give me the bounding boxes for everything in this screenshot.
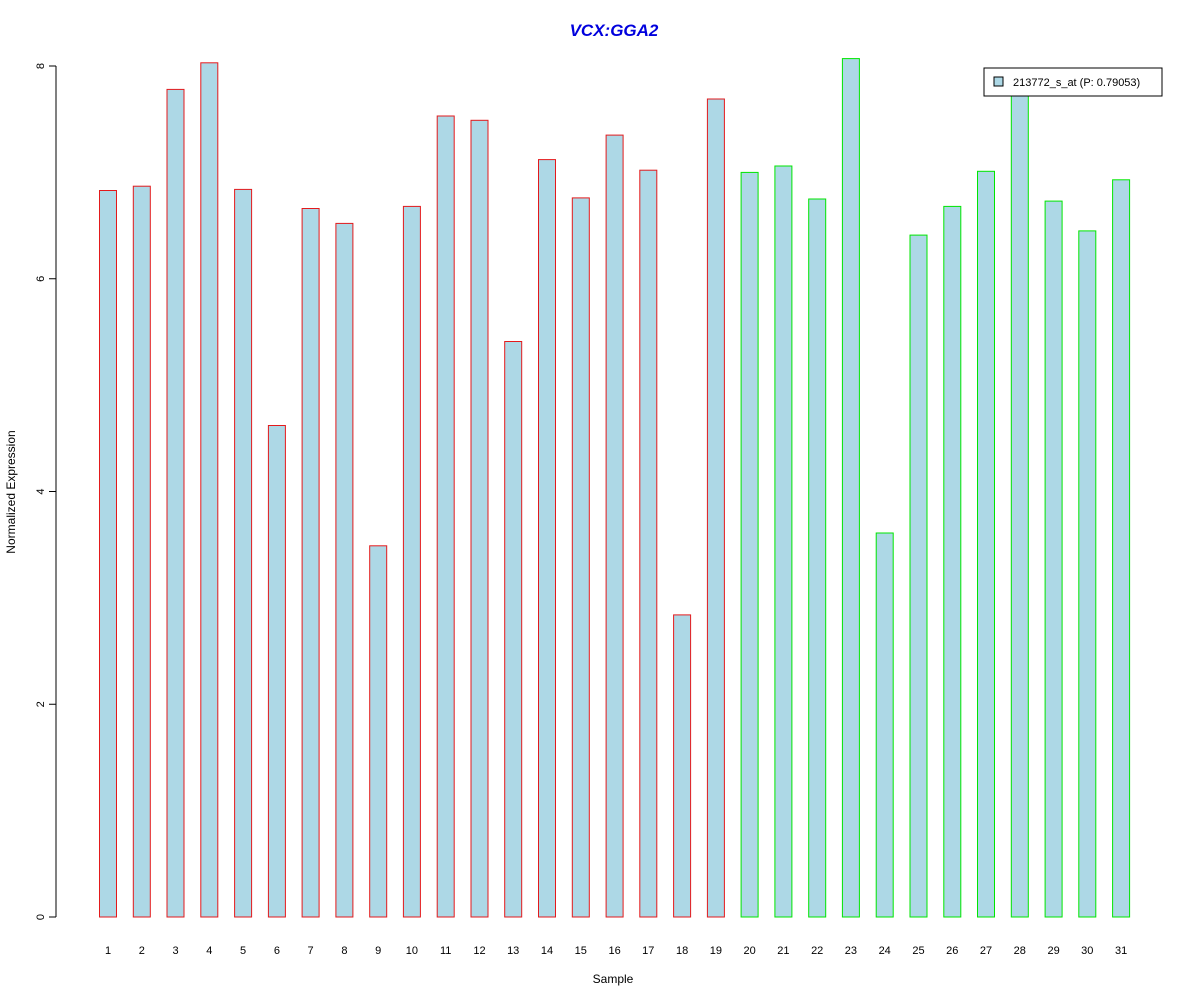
bar-sample-10: [402, 205, 421, 918]
y-tick-label: 8: [35, 63, 47, 69]
x-tick-label: 19: [710, 945, 722, 957]
bar-sample-15: [571, 197, 590, 918]
bar-sample-29: [1044, 200, 1063, 918]
x-tick-label: 12: [473, 945, 485, 957]
bar-sample-12: [470, 119, 489, 918]
x-tick-label: 7: [308, 945, 314, 957]
bar-sample-8: [335, 222, 354, 918]
bar-sample-17: [639, 169, 658, 918]
bar-sample-1: [99, 190, 117, 918]
bar-sample-26: [943, 205, 962, 918]
x-tick-label: 26: [946, 945, 958, 957]
x-tick-label: 6: [274, 945, 280, 957]
x-tick-label: 15: [575, 945, 587, 957]
bar-sample-13: [504, 341, 523, 918]
x-tick-label: 11: [440, 945, 451, 957]
x-tick-label: 1: [105, 945, 111, 957]
bar-sample-23: [841, 58, 860, 918]
bar-sample-25: [909, 234, 928, 918]
bar-sample-3: [166, 88, 185, 918]
bar-sample-2: [132, 185, 151, 918]
x-tick-labels: 1 2 3 4 5 6 7 8 9 10 11 12 13 14 15 16 17 18 19 20 21 22 23 24 2…: [105, 945, 1127, 957]
x-tick-label: 14: [541, 945, 553, 957]
x-tick-label: 17: [642, 945, 654, 957]
legend-swatch: [993, 76, 1004, 87]
bar-sample-14: [538, 159, 556, 918]
bar-sample-30: [1078, 230, 1097, 918]
bar-sample-22: [808, 198, 827, 918]
legend-box: [983, 67, 1163, 97]
x-tick-label: 30: [1081, 945, 1093, 957]
x-tick-label: 8: [341, 945, 347, 957]
x-tick-label: 3: [172, 945, 178, 957]
x-tick-label: 27: [980, 945, 992, 957]
x-tick-label: 25: [912, 945, 924, 957]
y-tick-label: 6: [35, 276, 47, 282]
legend: 213772_s_at (P: 0.79053): [983, 67, 1163, 97]
bar-sample-6: [267, 425, 286, 918]
bar-sample-4: [200, 62, 219, 918]
x-tick-label: 21: [777, 945, 789, 957]
bar-sample-19: [706, 98, 725, 918]
bar-sample-11: [436, 115, 455, 918]
bar-sample-7: [301, 208, 320, 918]
bars: [99, 58, 1131, 918]
bar-sample-24: [875, 532, 894, 918]
bar-sample-21: [774, 165, 793, 918]
x-tick-label: 31: [1115, 945, 1127, 957]
y-axis: 0 2 4 6 8: [35, 63, 57, 920]
x-tick-label: 20: [743, 945, 755, 957]
bar-sample-31: [1112, 179, 1131, 918]
y-axis-label: Normalized Expression: [4, 430, 18, 553]
x-tick-label: 29: [1047, 945, 1059, 957]
x-tick-label: 5: [240, 945, 246, 957]
bar-sample-18: [673, 614, 692, 918]
x-tick-label: 28: [1014, 945, 1026, 957]
x-axis-label: Sample: [593, 972, 634, 986]
bar-sample-5: [234, 188, 253, 918]
x-tick-label: 10: [406, 945, 418, 957]
x-tick-label: 22: [811, 945, 823, 957]
chart-title: VCX:GGA2: [570, 21, 659, 40]
x-tick-label: 2: [139, 945, 145, 957]
bar-sample-27: [977, 170, 995, 918]
x-tick-label: 18: [676, 945, 688, 957]
bar-sample-9: [369, 545, 388, 918]
x-tick-label: 13: [507, 945, 519, 957]
x-tick-label: 9: [375, 945, 381, 957]
bar-sample-28: [1010, 88, 1029, 918]
x-tick-label: 16: [608, 945, 620, 957]
y-tick-label: 2: [35, 701, 47, 707]
bar-sample-16: [605, 134, 624, 918]
bar-sample-20: [740, 171, 759, 918]
x-tick-label: 4: [206, 945, 212, 957]
x-tick-label: 24: [879, 945, 891, 957]
y-tick-label: 4: [35, 488, 47, 494]
y-tick-label: 0: [35, 914, 47, 920]
legend-entry: 213772_s_at (P: 0.79053): [1013, 77, 1140, 89]
x-tick-label: 23: [845, 945, 857, 957]
